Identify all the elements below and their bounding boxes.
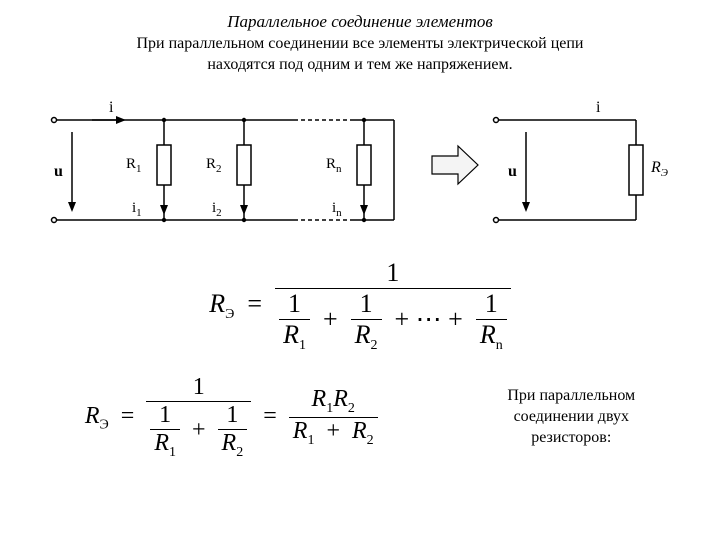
fm-lhs: R bbox=[209, 289, 225, 318]
label-u-right: u bbox=[508, 163, 517, 180]
f2-s2num: R1R2 bbox=[289, 386, 378, 418]
circuit-diagram-row: R1 i1 R2 i2 Rn in i u i u RЭ bbox=[20, 90, 700, 240]
f2-s1den: 1R1 + 1R2 bbox=[146, 402, 251, 461]
f2-dbs: 2 bbox=[367, 432, 374, 447]
fm-top-num: 1 bbox=[275, 258, 511, 289]
formula-main: RЭ = 1 1R1 + 1R2 + ⋯ + 1Rn bbox=[20, 258, 700, 354]
fm-t1d: R bbox=[355, 320, 371, 349]
f2-na: R bbox=[312, 386, 327, 412]
fm-tlds: n bbox=[496, 338, 503, 353]
branch-n: Rn in bbox=[326, 117, 371, 221]
svg-text:i1: i1 bbox=[132, 200, 142, 219]
svg-text:Rn: Rn bbox=[326, 156, 342, 175]
cap2-l1: При параллельном bbox=[507, 387, 635, 404]
svg-text:in: in bbox=[332, 200, 342, 219]
f2-lhs: R bbox=[85, 403, 100, 429]
fm-lhs-sub: Э bbox=[225, 307, 234, 322]
arrow-icon bbox=[430, 142, 480, 188]
branch-2: R2 i2 bbox=[206, 117, 251, 221]
circuit-parallel: R1 i1 R2 i2 Rn in i u bbox=[44, 90, 424, 240]
svg-text:R2: R2 bbox=[206, 156, 222, 175]
f2-a-d: R bbox=[154, 430, 169, 456]
fm-tld: R bbox=[480, 320, 496, 349]
f2-s1num: 1 bbox=[146, 374, 251, 402]
f2-a-ds: 1 bbox=[169, 445, 176, 460]
fm-dots: + ⋯ + bbox=[395, 304, 463, 333]
fm-t0ds: 1 bbox=[299, 338, 306, 353]
svg-text:i2: i2 bbox=[212, 200, 222, 219]
label-i-top: i bbox=[109, 99, 114, 116]
label-Re: RЭ bbox=[650, 159, 668, 179]
fm-t1n: 1 bbox=[351, 289, 382, 320]
subtitle-line2: находятся под одним и тем же напряжением… bbox=[207, 56, 512, 73]
page-subtitle: При параллельном соединении все элементы… bbox=[20, 34, 700, 76]
f2-lhs-sub: Э bbox=[100, 418, 109, 433]
formula-two-row: RЭ = 1 1R1 + 1R2 = R1R2 R1 + R2 При пара… bbox=[20, 374, 700, 461]
f2-db: R bbox=[352, 418, 367, 444]
fm-t0d: R bbox=[283, 320, 299, 349]
formula-two: RЭ = 1 1R1 + 1R2 = R1R2 R1 + R2 bbox=[85, 374, 378, 461]
cap2-l2: соединении двух bbox=[514, 408, 629, 425]
f2-nbs: 2 bbox=[348, 401, 355, 416]
f2-nb: R bbox=[333, 386, 348, 412]
f2-das: 1 bbox=[307, 432, 314, 447]
label-i-right: i bbox=[596, 99, 601, 116]
f2-a-n: 1 bbox=[150, 402, 180, 430]
label-u-left: u bbox=[54, 163, 63, 180]
f2-da: R bbox=[293, 418, 308, 444]
f2-s2den: R1 + R2 bbox=[289, 418, 378, 449]
f2-b-d: R bbox=[222, 430, 237, 456]
f2-b-n: 1 bbox=[218, 402, 248, 430]
circuit-equivalent: i u RЭ bbox=[486, 90, 676, 240]
cap2-l3: резисторов: bbox=[531, 429, 611, 446]
fm-t1ds: 2 bbox=[371, 338, 378, 353]
page-title: Параллельное соединение элементов bbox=[20, 12, 700, 32]
caption-two-resistors: При параллельном соединении двух резисто… bbox=[507, 386, 635, 448]
subtitle-line1: При параллельном соединении все элементы… bbox=[137, 35, 584, 52]
fm-denominator: 1R1 + 1R2 + ⋯ + 1Rn bbox=[275, 289, 511, 354]
fm-tln: 1 bbox=[476, 289, 507, 320]
fm-t0n: 1 bbox=[279, 289, 310, 320]
svg-text:R1: R1 bbox=[126, 156, 142, 175]
f2-b-ds: 2 bbox=[236, 445, 243, 460]
branch-1: R1 i1 bbox=[126, 117, 171, 221]
